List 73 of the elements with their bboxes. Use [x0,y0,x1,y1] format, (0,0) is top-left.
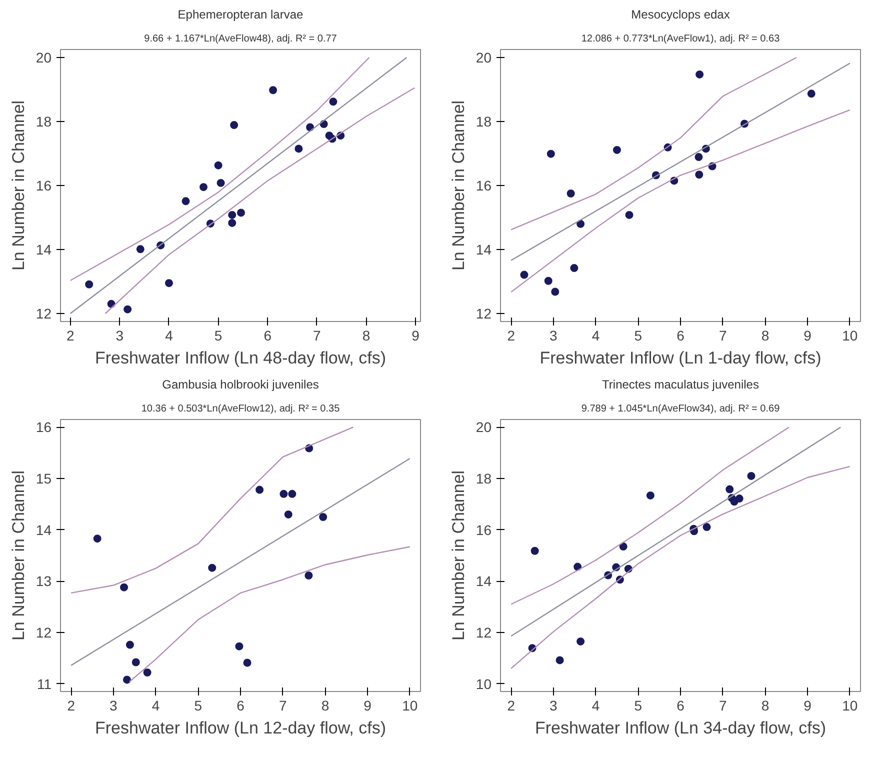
x-tick-label: 6 [676,328,685,344]
y-tick-label: 14 [476,573,492,590]
y-tick-label: 14 [36,522,52,538]
x-tick-label: 7 [313,328,322,344]
chart-title: Ephemeropteran larvae [178,8,304,22]
y-tick-label: 12 [476,624,492,640]
x-tick-label: 8 [321,698,330,714]
x-tick-label: 8 [761,698,770,714]
y-tick-label: 16 [36,178,52,194]
x-tick-label: 3 [110,698,118,714]
x-tick-label: 8 [362,328,370,344]
y-axis-title: Ln Number in Channel [448,100,468,271]
x-tick-label: 5 [194,698,202,714]
x-tick-label: 2 [67,698,76,714]
x-axis-title: Freshwater Inflow (Ln 34-day flow, cfs) [535,718,826,738]
x-tick-label: 9 [364,698,372,714]
y-axis-title: Ln Number in Channel [8,470,28,641]
chart-title: Trinectes maculatus juveniles [602,378,759,392]
x-tick-label: 7 [718,698,727,714]
y-tick-label: 20 [476,50,492,66]
x-tick-label: 6 [236,698,245,714]
y-tick-label: 12 [476,306,492,322]
x-tick-label: 2 [507,698,516,714]
x-tick-label: 6 [264,328,272,344]
y-tick-label: 20 [36,50,52,66]
x-tick-label: 4 [592,328,600,344]
y-tick-label: 20 [476,419,492,436]
x-tick-label: 9 [804,328,812,344]
chart-subtitle: 9.66 + 1.167*Ln(AveFlow48), adj. R² = 0.77 [144,34,338,44]
x-tick-label: 3 [116,328,124,344]
x-tick-label: 10 [402,698,418,714]
y-tick-label: 18 [476,114,492,130]
y-tick-label: 15 [36,470,52,487]
chart-title: Mesocyclops edax [631,8,730,22]
y-tick-label: 10 [476,676,492,692]
x-tick-label: 3 [550,698,558,714]
y-tick-label: 13 [36,573,52,590]
y-tick-label: 12 [36,624,52,640]
y-tick-label: 18 [36,114,52,130]
chart-subtitle: 12.086 + 0.773*Ln(AveFlow1), adj. R² = 0.63 [581,34,780,44]
x-tick-label: 8 [761,328,770,344]
x-tick-label: 4 [165,328,174,344]
x-tick-label: 5 [214,328,222,344]
chart-subtitle: 10.36 + 0.503*Ln(AveFlow12), adj. R² = 0.35 [141,404,340,414]
x-tick-label: 4 [152,698,160,714]
y-tick-label: 16 [36,419,52,436]
x-tick-label: 10 [842,328,858,344]
x-tick-label: 4 [592,698,600,714]
chart-title: Gambusia holbrooki juveniles [162,378,319,392]
x-tick-label: 5 [634,698,642,714]
y-tick-label: 14 [36,242,52,258]
x-tick-label: 3 [550,328,558,344]
x-tick-label: 9 [412,328,420,344]
x-tick-label: 2 [507,328,516,344]
x-tick-label: 7 [718,328,727,344]
x-tick-label: 9 [804,698,812,714]
x-axis-title: Freshwater Inflow (Ln 12-day flow, cfs) [95,718,386,738]
y-tick-label: 18 [476,470,492,487]
x-tick-label: 7 [278,698,287,714]
x-tick-label: 5 [634,328,642,344]
chart-subtitle: 9.789 + 1.045*Ln(AveFlow34), adj. R² = 0.69 [581,404,780,414]
y-tick-label: 11 [36,676,52,692]
x-axis-title: Freshwater Inflow (Ln 48-day flow, cfs) [95,348,386,368]
x-axis-title: Freshwater Inflow (Ln 1-day flow, cfs) [540,348,822,368]
y-tick-label: 12 [36,306,52,322]
y-axis-title: Ln Number in Channel [448,470,468,641]
y-tick-label: 16 [476,178,492,194]
x-tick-label: 6 [676,698,685,714]
x-tick-label: 10 [842,698,858,714]
x-tick-label: 2 [66,328,74,344]
y-tick-label: 16 [476,522,492,538]
y-tick-label: 14 [476,242,492,258]
y-axis-title: Ln Number in Channel [8,100,28,271]
